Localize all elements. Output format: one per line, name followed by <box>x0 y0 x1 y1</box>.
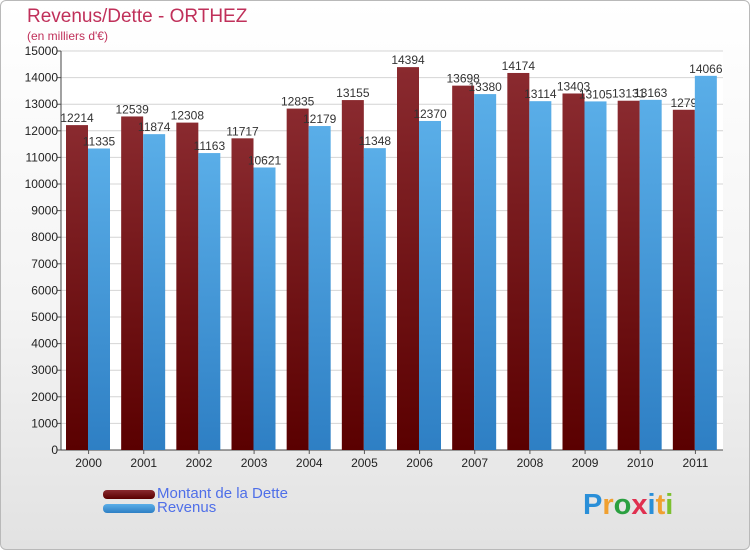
y-tick-label: 12000 <box>25 124 59 138</box>
bar-dette-2009 <box>562 93 585 451</box>
chart-title: Revenus/Dette - ORTHEZ <box>27 6 248 27</box>
data-label-revenus-2005: 11348 <box>359 134 392 148</box>
data-label-revenus-2002: 11163 <box>194 139 226 153</box>
y-tick-label: 1000 <box>31 416 58 430</box>
bar-dette-2003 <box>231 138 254 450</box>
x-tick-label-2002: 2002 <box>186 456 213 470</box>
bar-dette-2008 <box>507 72 530 450</box>
data-label-dette-2009: 13403 <box>557 79 591 93</box>
logo-letter: i <box>665 489 674 521</box>
y-tick-label: 11000 <box>26 150 59 164</box>
data-label-dette-2008: 14174 <box>502 59 536 73</box>
data-label-dette-2011: 1279 <box>670 96 697 110</box>
bar-revenus-2000 <box>88 148 110 450</box>
x-tick-label-2007: 2007 <box>461 456 488 470</box>
y-tick-label: 8000 <box>31 230 58 244</box>
bar-revenus-2009 <box>584 101 607 451</box>
logo-letter: o <box>613 489 632 521</box>
bar-dette-2005 <box>341 100 364 451</box>
y-tick-label: 0 <box>51 443 58 457</box>
x-tick-label-2006: 2006 <box>406 456 433 470</box>
x-tick-label-2010: 2010 <box>627 456 654 470</box>
data-label-dette-2004: 12835 <box>281 95 315 109</box>
logo-letter: r <box>602 489 614 521</box>
logo-letter: x <box>631 489 648 521</box>
x-tick-label-2009: 2009 <box>572 456 599 470</box>
data-label-revenus-2010: 13163 <box>634 86 668 100</box>
data-label-dette-2006: 14394 <box>391 53 425 67</box>
x-tick-label-2001: 2001 <box>130 456 157 470</box>
x-tick-label-2000: 2000 <box>75 456 102 470</box>
bar-revenus-2007 <box>474 94 497 450</box>
logo-letter: t <box>655 489 666 521</box>
bar-dette-2010 <box>617 100 640 451</box>
legend-label-dette: Montant de la Dette <box>157 485 288 502</box>
bar-revenus-2011 <box>694 75 717 451</box>
data-label-dette-2001: 12539 <box>115 102 149 116</box>
y-tick-label: 3000 <box>31 363 58 377</box>
y-tick-label: 9000 <box>31 204 58 218</box>
bar-revenus-2001 <box>143 134 166 450</box>
data-label-dette-2000: 12214 <box>60 111 94 125</box>
data-label-revenus-2009: 13105 <box>579 87 613 101</box>
data-label-revenus-2006: 12370 <box>413 107 447 121</box>
y-tick-label: 7000 <box>31 257 58 271</box>
plot-background <box>61 51 723 450</box>
y-tick-label: 15000 <box>25 44 59 58</box>
data-label-dette-2003: 11717 <box>226 124 259 138</box>
data-label-dette-2007: 13698 <box>446 72 480 86</box>
data-label-revenus-2007: 13380 <box>468 80 502 94</box>
data-label-revenus-2004: 12179 <box>303 112 337 126</box>
bar-dette-2007 <box>452 85 475 450</box>
bar-dette-2011 <box>672 109 695 450</box>
legend-swatch-dette <box>103 490 155 499</box>
x-tick-label-2011: 2011 <box>683 456 709 470</box>
bar-dette-2000 <box>66 125 88 450</box>
bar-revenus-2008 <box>529 101 552 450</box>
x-tick-label-2005: 2005 <box>351 456 378 470</box>
logo-letter: i <box>647 489 656 521</box>
bar-revenus-2006 <box>419 120 441 450</box>
bar-revenus-2010 <box>639 99 662 450</box>
y-tick-label: 10000 <box>25 177 59 191</box>
bar-revenus-2004 <box>308 126 331 450</box>
bar-revenus-2003 <box>253 167 276 451</box>
legend-label-revenus: Revenus <box>157 499 217 516</box>
y-tick-label: 13000 <box>25 97 59 111</box>
x-tick-label-2008: 2008 <box>517 456 544 470</box>
x-tick-label-2003: 2003 <box>241 456 268 470</box>
y-tick-label: 6000 <box>31 283 58 297</box>
bar-dette-2004 <box>286 108 309 451</box>
bar-dette-2006 <box>397 67 419 450</box>
data-label-revenus-2008: 13114 <box>524 87 557 101</box>
data-label-dette-2010: 13131 <box>612 87 646 101</box>
proxiti-logo: Proxiti <box>583 489 673 522</box>
legend-swatch-revenus <box>103 504 155 513</box>
bar-dette-2002 <box>176 122 199 450</box>
data-label-revenus-2000: 11335 <box>83 134 116 148</box>
logo-letter: P <box>583 489 603 521</box>
data-label-dette-2005: 13155 <box>336 86 370 100</box>
bar-revenus-2005 <box>363 148 386 451</box>
bar-dette-2001 <box>121 116 144 451</box>
chart-subtitle: (en milliers d'€) <box>27 29 108 43</box>
y-tick-label: 5000 <box>31 310 58 324</box>
y-tick-label: 14000 <box>25 71 59 85</box>
y-tick-label: 2000 <box>31 390 58 404</box>
data-label-revenus-2011: 14066 <box>689 62 723 76</box>
x-tick-label-2004: 2004 <box>296 456 323 470</box>
data-label-dette-2002: 12308 <box>171 109 205 123</box>
y-tick-label: 4000 <box>31 337 58 351</box>
data-label-revenus-2003: 10621 <box>248 153 282 167</box>
data-label-revenus-2001: 11874 <box>138 120 171 134</box>
bar-revenus-2002 <box>198 153 221 450</box>
